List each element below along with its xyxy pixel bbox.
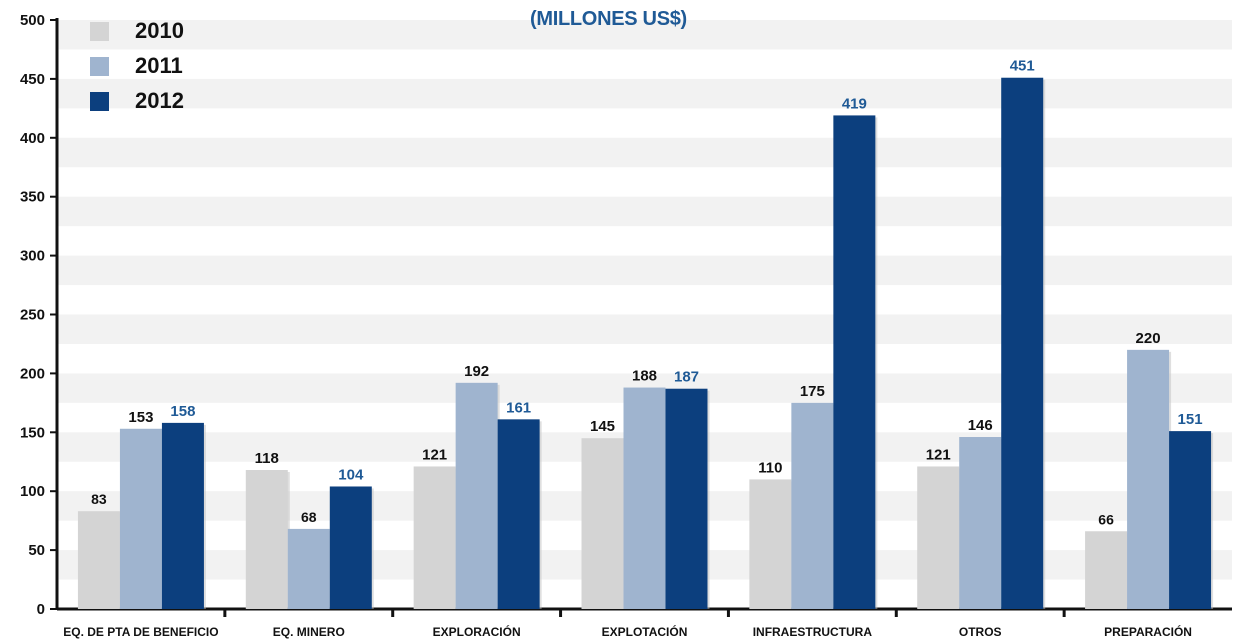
y-tick-label: 500 — [20, 12, 45, 29]
bar-2010 — [245, 469, 288, 609]
data-label-2011: 192 — [464, 363, 489, 380]
data-label-2012: 161 — [506, 399, 531, 416]
data-label-2011: 68 — [301, 509, 317, 525]
legend-label-2010: 2010 — [135, 18, 184, 43]
data-label-2011: 175 — [800, 383, 825, 400]
data-label-2012: 104 — [338, 466, 364, 483]
data-label-2011: 188 — [632, 368, 657, 385]
legend-label-2011: 2011 — [135, 53, 183, 78]
x-tick-label: INFRAESTRUCTURA — [753, 625, 873, 639]
data-label-2010: 110 — [758, 459, 782, 476]
data-label-2011: 146 — [968, 417, 993, 434]
bar-2010 — [581, 438, 624, 609]
y-tick-label: 50 — [28, 542, 45, 559]
y-tick-label: 450 — [20, 71, 45, 88]
y-tick-label: 250 — [20, 307, 45, 324]
bar-2010 — [917, 466, 960, 609]
data-label-2012: 451 — [1010, 58, 1035, 75]
bar-2012 — [161, 422, 204, 609]
bar-2010 — [77, 511, 120, 609]
data-label-2010: 121 — [422, 446, 447, 463]
data-label-2012: 158 — [170, 403, 195, 420]
data-label-2012: 419 — [842, 95, 867, 112]
legend-swatch-2012 — [90, 91, 109, 111]
bar-2012 — [665, 388, 708, 609]
bar-2011 — [791, 402, 834, 609]
y-tick-label: 150 — [20, 424, 45, 441]
legend-item-2011: 2011 — [90, 53, 184, 79]
grid-band — [57, 137, 1232, 168]
legend-item-2010: 2010 — [90, 18, 184, 44]
y-tick-label: 350 — [20, 189, 45, 206]
bar-2012 — [1001, 77, 1044, 610]
bar-2010 — [749, 479, 792, 609]
data-label-2011: 153 — [128, 409, 153, 426]
y-tick-label: 300 — [20, 248, 45, 265]
x-tick-label: EXPLORACIÓN — [433, 624, 521, 639]
legend-swatch-2011 — [90, 56, 109, 76]
bar-2012 — [1169, 431, 1212, 609]
x-tick-label: OTROS — [959, 625, 1002, 639]
x-tick-label: PREPARACIÓN — [1104, 624, 1192, 639]
bar-2011 — [455, 382, 498, 609]
y-tick-label: 0 — [37, 601, 45, 618]
y-tick-label: 200 — [20, 365, 45, 382]
bar-2011 — [119, 428, 162, 609]
data-label-2010: 121 — [926, 446, 951, 463]
bar-2012 — [833, 115, 876, 609]
legend-item-2012: 2012 — [90, 88, 184, 114]
data-label-2010: 145 — [590, 418, 615, 435]
x-tick-label: EXPLOTACIÓN — [602, 624, 688, 639]
x-tick-label: EQ. DE PTA DE BENEFICIO — [63, 625, 218, 639]
grid-band — [57, 78, 1232, 109]
legend-swatch-2010 — [90, 21, 109, 41]
data-label-2010: 118 — [255, 450, 279, 467]
grid-band — [57, 20, 1232, 50]
legend-label-2012: 2012 — [135, 88, 184, 113]
grid-band — [57, 255, 1232, 286]
grid-band — [57, 314, 1232, 344]
bar-2011 — [287, 528, 330, 609]
chart-title: (MILLONES US$) — [530, 8, 687, 30]
grid-band — [57, 196, 1232, 227]
x-tick-label: EQ. MINERO — [273, 625, 345, 639]
y-tick-label: 400 — [20, 130, 45, 147]
bar-2011 — [623, 387, 666, 609]
data-label-2011: 220 — [1136, 330, 1161, 347]
data-label-2010: 66 — [1098, 511, 1114, 527]
bar-2012 — [497, 419, 540, 609]
y-tick-label: 100 — [20, 483, 45, 500]
data-label-2010: 83 — [91, 491, 107, 507]
data-label-2012: 151 — [1178, 411, 1203, 428]
legend: 2010 2011 2012 — [90, 18, 184, 114]
bar-2011 — [959, 437, 1002, 609]
bar-2010 — [413, 466, 456, 609]
data-label-2012: 187 — [674, 369, 699, 386]
bar-2011 — [1127, 349, 1170, 609]
bar-2010 — [1085, 531, 1128, 609]
bar-2012 — [329, 486, 372, 609]
